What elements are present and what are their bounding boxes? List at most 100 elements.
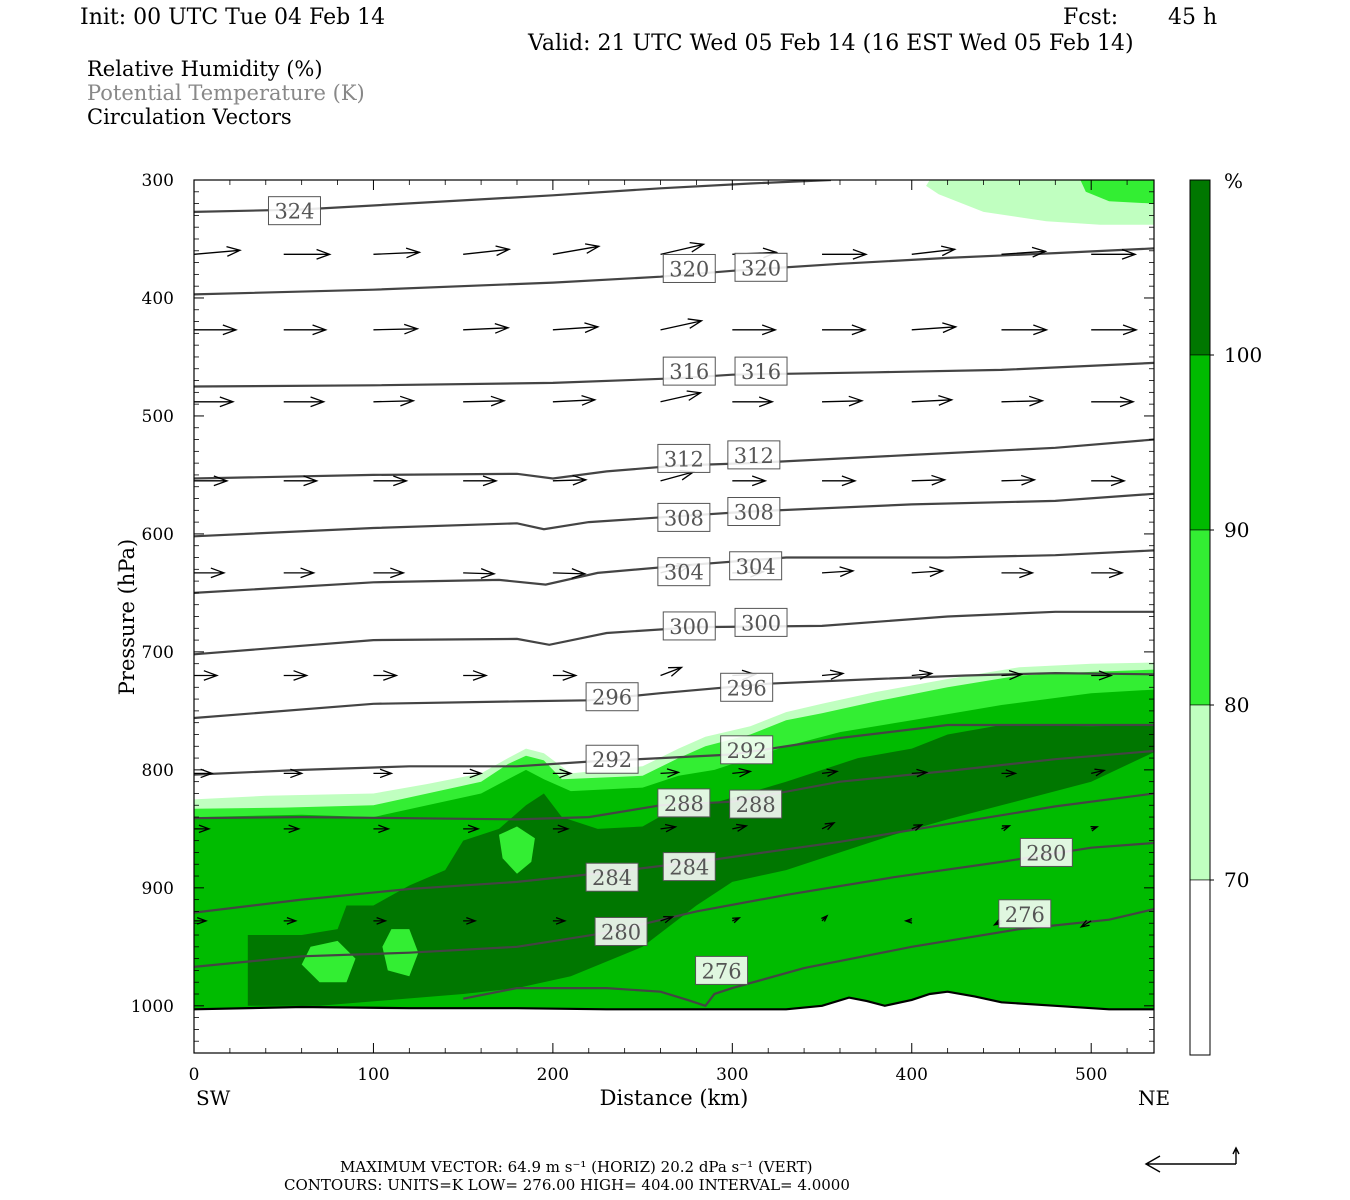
circulation-vector — [911, 824, 924, 832]
circulation-vector — [1091, 324, 1139, 336]
contour-label-292: 292 — [727, 739, 767, 763]
x-tick-label: 300 — [716, 1065, 748, 1085]
circulation-vector — [732, 475, 768, 487]
circulation-vector — [194, 396, 235, 408]
circulation-vector — [463, 824, 481, 834]
colorbar-frame — [1189, 179, 1211, 1056]
circulation-vector — [660, 241, 706, 255]
contour-label-288: 288 — [736, 793, 776, 817]
circulation-vector — [911, 395, 954, 406]
theta-contour-292 — [194, 723, 1154, 776]
circulation-vector — [283, 824, 301, 834]
contour-label-312: 312 — [734, 444, 774, 468]
circulation-vector — [1001, 769, 1018, 778]
contour-label-box — [267, 196, 321, 226]
circulation-vector — [1091, 768, 1107, 777]
circulation-vector — [911, 566, 945, 578]
colorbar-band — [1189, 879, 1211, 1056]
circulation-vector — [732, 396, 775, 408]
circulation-vector — [552, 474, 588, 486]
contour-label-box — [729, 789, 783, 819]
circulation-vector — [552, 394, 597, 406]
terrain-fill — [194, 991, 1154, 1053]
contour-labels: 324 320 320 316 316 312 312 308 308 304 304 300 300 2… — [267, 196, 1073, 985]
rh-moist-hole — [301, 940, 356, 983]
field-theta-label: Potential Temperature (K) — [87, 81, 365, 105]
circulation-vector — [911, 669, 934, 680]
contour-label-280: 280 — [601, 920, 641, 944]
x-tick-label: 500 — [1075, 1065, 1107, 1085]
circulation-vector — [194, 567, 226, 579]
circulation-vector — [373, 917, 388, 925]
circulation-vector — [373, 768, 394, 779]
circulation-vector — [463, 322, 511, 334]
circulation-vector — [1001, 825, 1012, 832]
circulation-vector — [552, 322, 600, 334]
circulation-vector — [463, 395, 507, 407]
y-tick-label: 900 — [142, 879, 174, 899]
valid-time: Valid: 21 UTC Wed 05 Feb 14 (16 EST Wed … — [527, 31, 1134, 56]
circulation-vector — [1079, 919, 1092, 928]
circulation-vector — [1001, 670, 1024, 681]
contour-label-box — [585, 862, 639, 892]
contour-label-box — [734, 356, 788, 386]
circulation-vector — [373, 567, 406, 579]
colorbar: 100 90 80 70 — [1189, 179, 1262, 1056]
circulation-vector — [373, 323, 420, 335]
colorbar-band — [1189, 354, 1211, 531]
contour-label-box — [729, 551, 783, 581]
contour-label-box — [720, 735, 774, 765]
circulation-vector — [283, 324, 328, 336]
circulation-vector — [821, 768, 839, 777]
x-axis-title: Distance (km) — [600, 1086, 749, 1110]
colorbar-band — [1189, 704, 1211, 881]
circulation-vector — [463, 568, 497, 579]
circulation-vector — [283, 567, 316, 579]
theta-contour-320 — [194, 247, 1154, 296]
contour-label-304: 304 — [736, 555, 776, 579]
contour-label-box — [657, 557, 711, 587]
circulation-vector — [373, 824, 391, 834]
theta-contour-296 — [194, 671, 1154, 720]
contour-label-316: 316 — [669, 360, 709, 384]
contour-label-box — [594, 916, 648, 946]
contour-label-box — [727, 440, 781, 470]
circulation-vector — [283, 917, 298, 925]
circulation-vector — [911, 245, 957, 257]
colorbar-level-label: 80 — [1224, 693, 1249, 717]
circulation-vector — [732, 767, 753, 778]
contour-label-276: 276 — [1005, 903, 1045, 927]
circulation-vector — [373, 670, 399, 681]
circulation-vector — [822, 395, 864, 407]
y-tick-label: 300 — [142, 171, 174, 191]
contour-label-box — [662, 611, 716, 641]
theta-contour-300 — [194, 610, 1154, 656]
field-rh-label: Relative Humidity (%) — [87, 57, 323, 81]
circulation-vector — [194, 246, 242, 257]
x-axis-left-end-label: SW — [196, 1086, 231, 1110]
contour-label-296: 296 — [727, 676, 767, 700]
circulation-vector — [660, 666, 684, 677]
terrain-line — [194, 990, 1154, 1011]
contour-label-276: 276 — [702, 959, 742, 983]
circulation-vector — [911, 768, 929, 778]
y-tick-label: 400 — [142, 289, 174, 309]
circulation-vector — [463, 768, 484, 779]
axes: 300 400 500 600 700 800 900 1000 0 100 200 300 400 50… — [131, 171, 1154, 1085]
circulation-vector — [552, 670, 578, 681]
contour-label-300: 300 — [741, 611, 781, 635]
colorbar-unit: % — [1224, 169, 1243, 193]
colorbar-level-label: 70 — [1224, 868, 1249, 892]
circulation-vector — [194, 324, 238, 336]
circulation-vector — [821, 566, 855, 578]
circulation-vector — [283, 248, 332, 260]
circulation-vector — [194, 917, 208, 925]
circulation-vector — [821, 914, 829, 922]
init-time: Init: 00 UTC Tue 04 Feb 14 — [80, 5, 385, 30]
circulation-vector — [283, 475, 319, 487]
contour-label-box — [657, 502, 711, 532]
reference-vector — [1144, 1146, 1240, 1173]
circulation-vector — [1091, 475, 1127, 487]
theta-contour-284 — [194, 792, 1154, 914]
